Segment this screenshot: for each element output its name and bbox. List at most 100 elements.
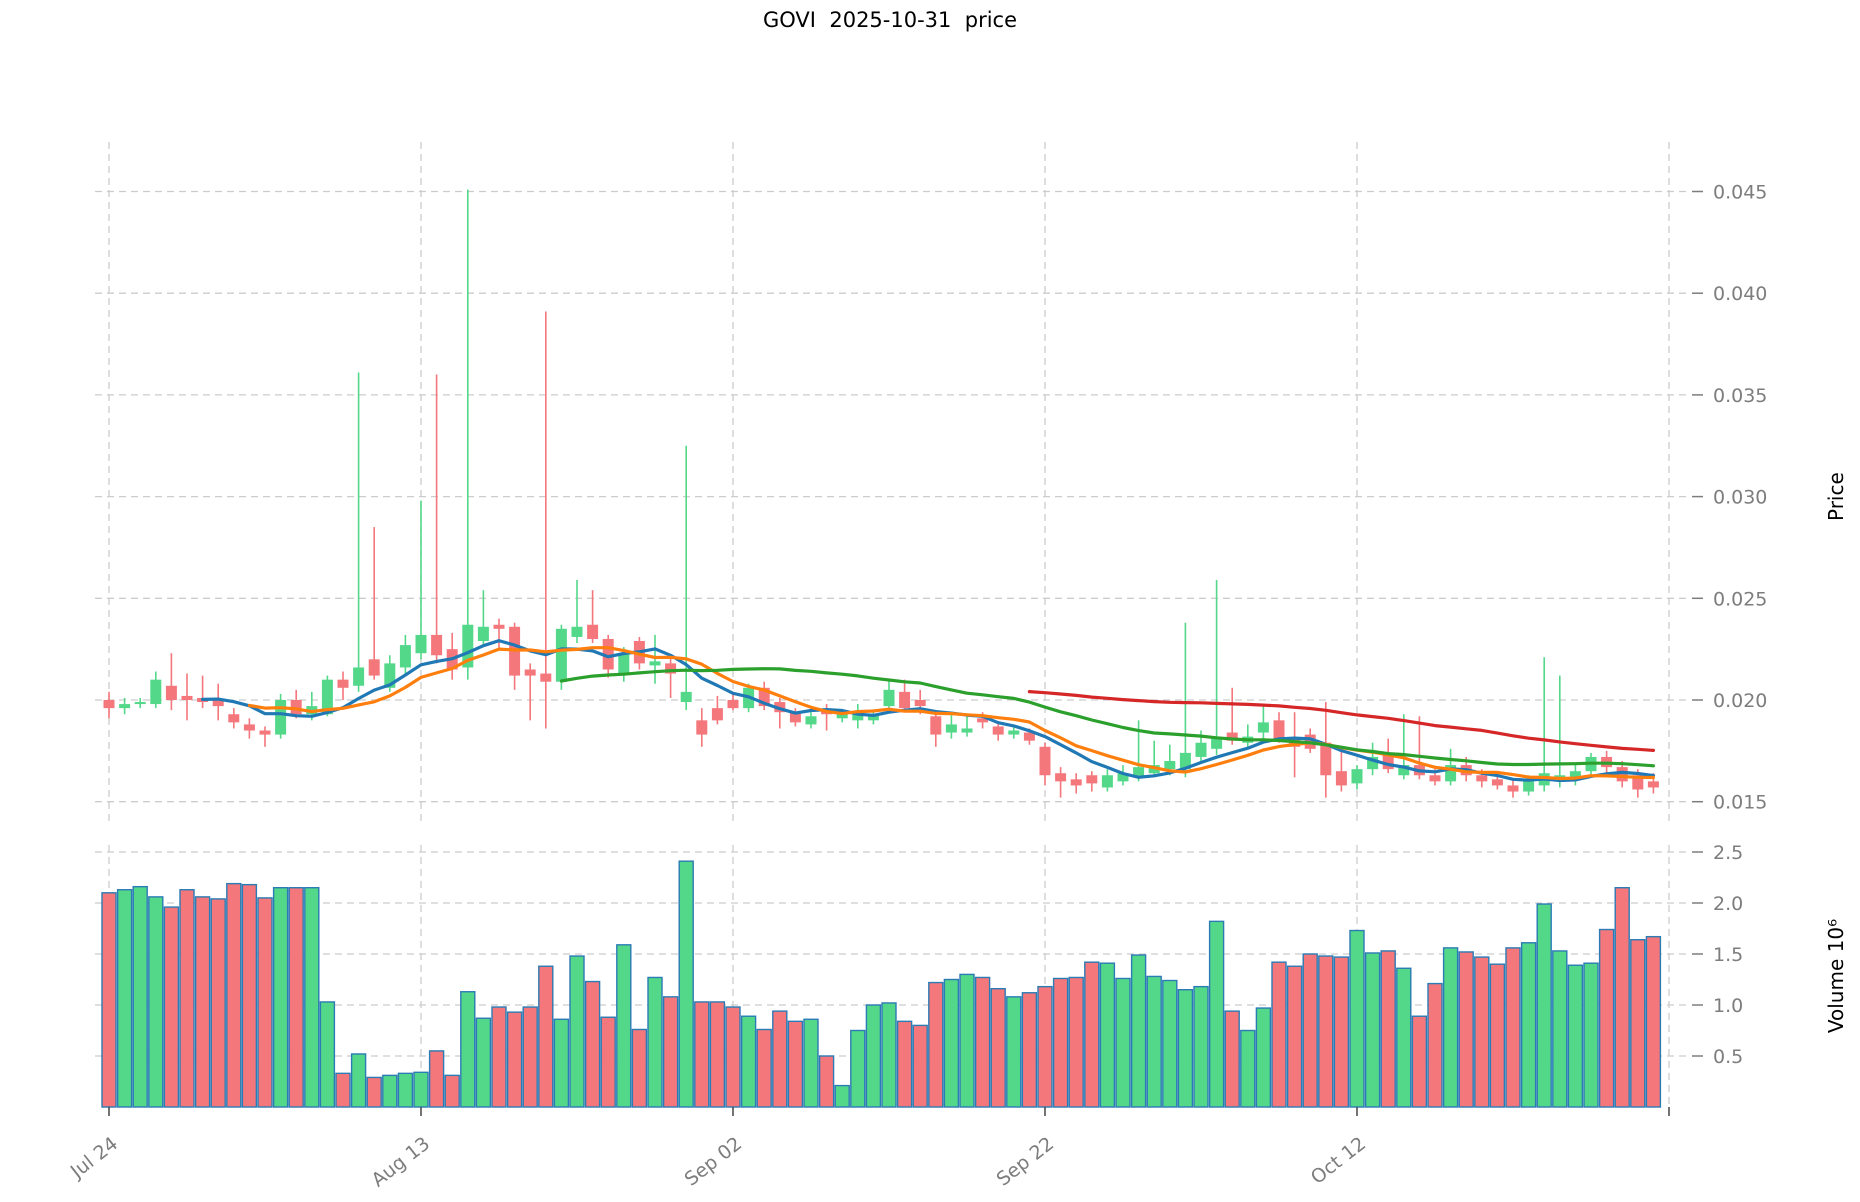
candle-body — [1351, 769, 1363, 784]
ma-line-ma10 — [247, 646, 1656, 781]
candle-body — [1616, 767, 1628, 782]
volume-bar — [1037, 985, 1053, 1108]
candle-body — [1320, 742, 1332, 776]
candle-body — [1211, 738, 1223, 749]
volume-bar — [272, 887, 289, 1108]
volume-bar — [460, 991, 476, 1108]
chart-title: GOVI 2025-10-31 price — [763, 8, 1017, 32]
candle-body — [618, 653, 630, 674]
volume-bar — [818, 1055, 835, 1108]
volume-bar — [974, 976, 991, 1108]
volume-bar — [1240, 1029, 1256, 1108]
volume-bar — [1489, 963, 1506, 1108]
price-tick-label: 0.020 — [1713, 690, 1767, 712]
volume-bar — [1177, 989, 1194, 1108]
volume-bar — [803, 1018, 819, 1108]
candle-body — [555, 628, 567, 682]
volume-bar — [865, 1004, 882, 1108]
volume-bar — [1099, 962, 1116, 1108]
volume-bar — [1474, 956, 1490, 1108]
candle-body — [602, 638, 614, 670]
candle-body — [1164, 761, 1176, 770]
volume-bar — [101, 892, 117, 1108]
volume-bar — [116, 889, 133, 1108]
candle-body — [1367, 756, 1379, 770]
candle-body — [1257, 722, 1269, 733]
candle-body — [852, 714, 864, 721]
candle-body — [1101, 775, 1113, 788]
candle-body — [259, 730, 271, 735]
volume-bar — [210, 898, 226, 1108]
volume-bar — [366, 1076, 382, 1108]
candle-body — [181, 695, 193, 700]
volume-bar — [553, 1018, 570, 1108]
candle-body — [1647, 781, 1659, 788]
volume-bar — [912, 1024, 928, 1108]
volume-bar — [163, 906, 180, 1108]
volume-tick-label: 0.5 — [1713, 1046, 1743, 1068]
volume-bar — [756, 1028, 772, 1108]
candle-body — [431, 634, 443, 656]
candle-body — [977, 718, 989, 723]
candle-body — [1632, 775, 1644, 790]
volume-bar — [538, 965, 554, 1108]
volume-bar — [1224, 1010, 1240, 1108]
volume-bar — [569, 955, 585, 1108]
volume-bar — [257, 897, 273, 1108]
candle-body — [321, 679, 333, 715]
volume-bar — [1302, 953, 1318, 1108]
volume-bar — [631, 1028, 648, 1108]
volume-bar — [428, 1050, 445, 1108]
volume-bar — [694, 1001, 710, 1108]
volume-bar — [943, 978, 960, 1108]
volume-bar — [444, 1074, 460, 1108]
candle-body — [368, 659, 380, 676]
volume-bar — [1630, 939, 1646, 1108]
volume-bar — [1567, 964, 1584, 1108]
volume-bar — [1396, 967, 1412, 1108]
volume-bar — [584, 980, 601, 1108]
candle-body — [353, 667, 365, 686]
volume-bar — [1115, 977, 1131, 1108]
price-tick-label: 0.035 — [1713, 385, 1767, 407]
volume-bar — [1614, 887, 1630, 1108]
volume-bar — [319, 1001, 336, 1108]
volume-bar — [413, 1071, 429, 1108]
volume-bar — [1021, 992, 1038, 1108]
candle-body — [1429, 775, 1441, 782]
volume-bar — [1427, 982, 1443, 1108]
candle-body — [150, 679, 162, 705]
candle-body — [290, 700, 302, 715]
volume-bar — [959, 973, 975, 1108]
candle-body — [1179, 752, 1191, 770]
volume-bar — [491, 1006, 507, 1108]
candle-body — [275, 700, 287, 735]
volume-bar — [506, 1011, 523, 1108]
volume-bar — [397, 1072, 414, 1108]
candle-body — [399, 645, 411, 668]
volume-bar — [1505, 947, 1521, 1108]
volume-bar — [382, 1074, 398, 1108]
price-tick-label: 0.040 — [1713, 283, 1767, 305]
price-tick-label: 0.030 — [1713, 487, 1767, 509]
candle-body — [992, 726, 1004, 735]
candle-body — [680, 691, 692, 703]
volume-bar — [787, 1020, 804, 1108]
x-tick-label: Sep 02 — [681, 1133, 747, 1191]
volume-bar — [834, 1084, 850, 1108]
candle-body — [1008, 730, 1020, 735]
candle-body — [1523, 781, 1535, 792]
volume-bar — [1006, 996, 1022, 1108]
volume-bar — [288, 887, 304, 1108]
volume-bar — [1208, 920, 1225, 1108]
volume-bar — [1255, 1007, 1272, 1108]
volume-bar — [678, 860, 694, 1108]
volume-bar — [1442, 947, 1459, 1108]
candle-body — [337, 679, 349, 688]
volume-bar — [475, 1017, 492, 1108]
volume-tick-label: 2.5 — [1713, 842, 1743, 864]
volume-bar — [335, 1072, 351, 1108]
candle-body — [587, 624, 599, 639]
volume-bar — [1318, 955, 1334, 1108]
candle-body — [961, 728, 973, 733]
